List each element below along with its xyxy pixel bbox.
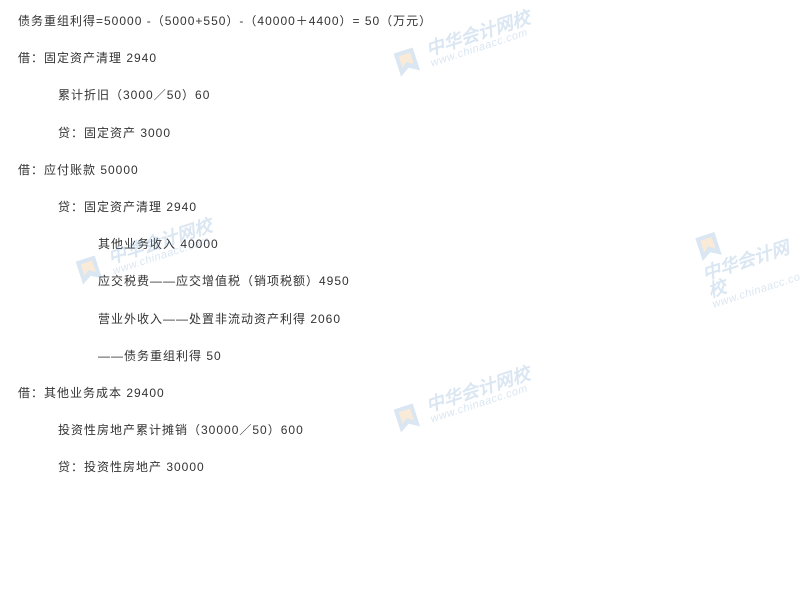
text-line: 应交税费——应交增值税（销项税额）4950: [18, 272, 782, 291]
text-line: 贷：固定资产清理 2940: [18, 198, 782, 217]
text-line: 投资性房地产累计摊销（30000／50）600: [18, 421, 782, 440]
text-line: 借：其他业务成本 29400: [18, 384, 782, 403]
text-line: 贷：固定资产 3000: [18, 124, 782, 143]
document-content: 债务重组利得=50000 -（5000+550）-（40000＋4400）= 5…: [0, 0, 800, 507]
text-line: 借：固定资产清理 2940: [18, 49, 782, 68]
text-line: ——债务重组利得 50: [18, 347, 782, 366]
text-line: 营业外收入——处置非流动资产利得 2060: [18, 310, 782, 329]
text-line: 债务重组利得=50000 -（5000+550）-（40000＋4400）= 5…: [18, 12, 782, 31]
text-line: 其他业务收入 40000: [18, 235, 782, 254]
text-line: 累计折旧（3000／50）60: [18, 86, 782, 105]
text-line: 贷：投资性房地产 30000: [18, 458, 782, 477]
text-line: 借：应付账款 50000: [18, 161, 782, 180]
